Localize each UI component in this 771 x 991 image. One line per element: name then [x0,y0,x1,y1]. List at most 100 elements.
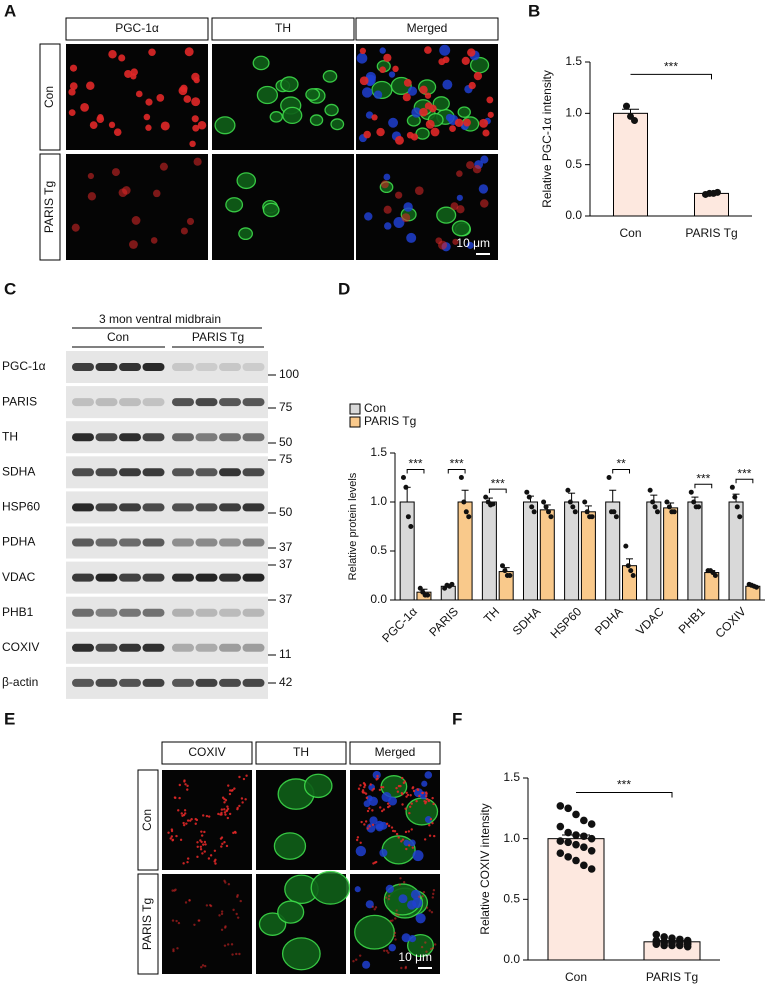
red-puncta [428,909,431,912]
red-puncta [209,854,213,857]
y-tick-label: 1.0 [370,494,387,508]
red-puncta [381,786,385,789]
blot-band [72,398,94,407]
red-puncta [401,803,404,806]
bar [694,192,729,217]
red-puncta [169,837,172,840]
blot-band [95,503,118,512]
red-puncta [194,822,197,825]
column-header-box [65,17,209,41]
y-axis-label: Relative protein levels [347,472,359,580]
nucleus [383,173,391,181]
cell-soma [262,202,280,218]
data-point [734,504,740,510]
red-puncta [362,781,366,785]
blot-band [219,678,241,687]
marker-label: 75 [279,400,293,414]
blot-band [95,468,118,477]
blot-band [119,433,141,442]
red-puncta [450,202,459,211]
red-puncta [395,191,403,199]
data-point [587,834,596,843]
red-puncta [425,791,428,794]
red-puncta [180,227,188,235]
blot-band [195,468,218,477]
data-point [676,941,684,950]
nucleus [415,913,426,924]
red-puncta [404,807,407,810]
red-puncta [366,809,370,813]
red-puncta [220,808,224,811]
cell-soma [277,900,305,924]
red-puncta [118,188,128,197]
blot-band [142,503,165,512]
x-tick-label: PARIS Tg [646,970,698,984]
red-puncta [360,820,363,824]
blot-row-label: TH [2,429,18,443]
blot-row-label: PARIS [2,394,37,408]
red-puncta [356,836,360,839]
red-puncta [190,817,193,821]
x-tick-label: VDAC [633,604,667,638]
cell-soma [303,773,333,799]
red-puncta [196,841,199,844]
red-puncta [113,128,122,136]
red-puncta [217,812,220,816]
red-puncta [472,164,482,174]
red-puncta [175,919,178,923]
red-puncta [364,820,368,823]
blot-row-label: PHB1 [2,605,34,619]
red-puncta [402,881,406,884]
data-point [580,843,588,851]
red-puncta [225,844,229,848]
marker-label: 75 [279,452,293,466]
red-puncta [358,954,362,957]
panel-label: E [4,709,15,728]
marker-label: 50 [279,435,293,449]
legend-label: Con [364,401,386,415]
data-point [556,849,565,858]
red-puncta [186,788,189,791]
cell-soma [214,116,236,135]
data-point [613,514,619,520]
significance-bracket [447,469,466,474]
red-puncta [228,792,232,796]
x-tick-label: COXIV [713,604,749,640]
data-point [572,509,578,515]
blot-band [72,503,94,512]
blot-band [242,503,265,512]
red-puncta [432,892,435,896]
red-puncta [402,781,406,785]
blot-band [195,678,218,687]
red-puncta [391,829,395,833]
blot-band [72,363,94,371]
data-point [556,802,565,810]
data-point [458,475,464,480]
red-puncta [71,223,80,232]
nucleus [408,839,416,847]
column-header: TH [293,745,309,759]
red-puncta [186,784,189,788]
red-puncta [387,894,391,898]
nucleus [408,934,417,943]
blot-band [95,643,118,652]
red-puncta [231,953,234,956]
data-point [490,501,496,507]
blot-band [172,398,194,407]
red-puncta [432,888,436,892]
data-point [587,865,596,873]
column-header-box [161,741,253,765]
red-puncta [238,804,241,808]
red-puncta [466,161,475,170]
bar [580,511,596,601]
red-puncta [200,840,203,844]
red-puncta [424,795,428,798]
red-puncta [183,779,186,782]
blot-band [195,398,218,407]
x-tick-label: Con [565,970,587,984]
nucleus [439,44,451,56]
data-point [543,504,549,510]
blot-band [119,363,141,371]
red-puncta [419,85,428,94]
blot-band [219,573,241,582]
